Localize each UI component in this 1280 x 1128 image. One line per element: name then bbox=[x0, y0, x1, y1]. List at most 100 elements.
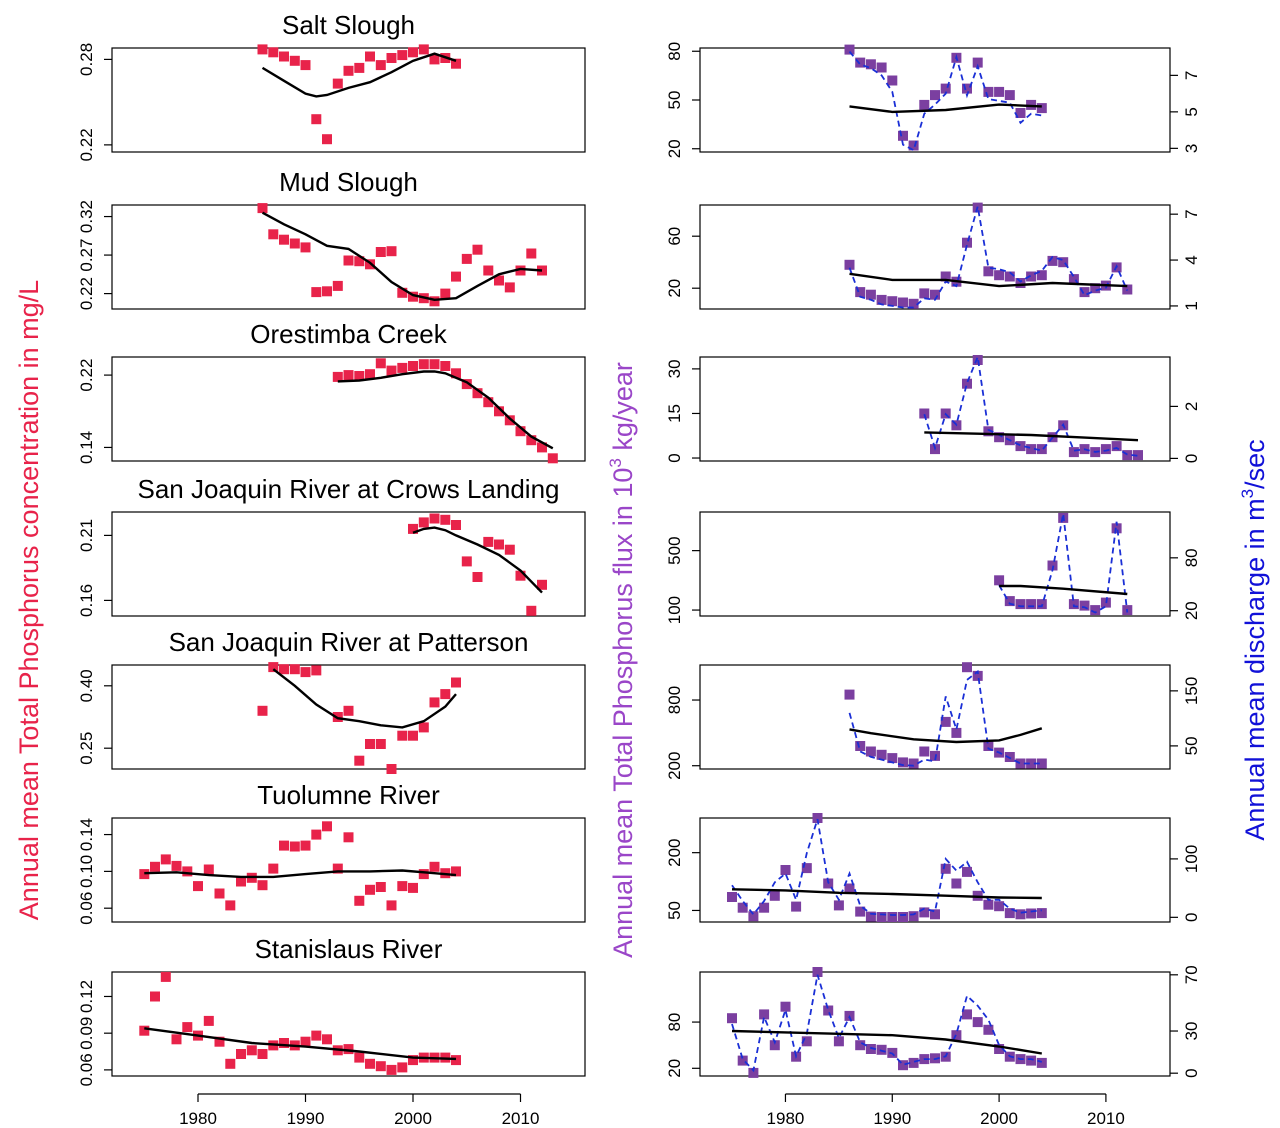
flux-point bbox=[1015, 278, 1026, 288]
concentration-point bbox=[386, 1064, 397, 1075]
flux-y-tick-label: 20 bbox=[665, 139, 684, 158]
concentration-point bbox=[203, 864, 214, 875]
concentration-point bbox=[268, 47, 279, 58]
flux-point bbox=[812, 967, 823, 977]
flux-point bbox=[1015, 599, 1026, 610]
concentration-point bbox=[365, 369, 375, 380]
flux-point bbox=[1015, 758, 1026, 769]
flux-point bbox=[919, 746, 930, 757]
panel-title: Orestimba Creek bbox=[250, 319, 447, 349]
flux-point bbox=[887, 753, 898, 764]
concentration-point bbox=[515, 570, 526, 581]
concentration-trend-line bbox=[144, 1027, 457, 1061]
flux-point bbox=[727, 1013, 737, 1024]
panel-title: Tuolumne River bbox=[257, 780, 440, 810]
y-tick-label: 0.27 bbox=[77, 239, 96, 272]
x-tick-label: 1980 bbox=[767, 1109, 805, 1128]
concentration-marks bbox=[257, 44, 461, 145]
discharge-trend-line bbox=[849, 272, 1128, 288]
concentration-panel-7: Stanislaus River 0.06 0.09 0.12 bbox=[77, 934, 586, 1086]
flux-point bbox=[780, 865, 791, 875]
concentration-point bbox=[472, 388, 483, 399]
concentration-point bbox=[322, 821, 332, 832]
flux-point bbox=[994, 86, 1005, 97]
flux-point bbox=[1047, 255, 1058, 266]
concentration-point bbox=[182, 866, 193, 877]
flux-point bbox=[994, 1044, 1005, 1054]
concentration-point bbox=[408, 291, 418, 302]
discharge-y-tick-label: 100 bbox=[1182, 845, 1201, 873]
flux-discharge-marks bbox=[844, 44, 1047, 152]
flux-point bbox=[983, 426, 994, 437]
concentration-point bbox=[343, 1044, 354, 1055]
flux-point bbox=[962, 83, 972, 94]
concentration-point bbox=[354, 62, 365, 73]
flux-point bbox=[1015, 108, 1026, 118]
discharge-y-tick-label: 150 bbox=[1182, 677, 1201, 705]
concentration-point bbox=[150, 861, 160, 872]
y-tick-label: 0.14 bbox=[77, 818, 96, 851]
flux-point bbox=[1079, 287, 1090, 298]
flux-point bbox=[876, 294, 887, 305]
concentration-point bbox=[365, 51, 375, 62]
concentration-point bbox=[451, 271, 461, 282]
concentration-point bbox=[375, 358, 386, 369]
discharge-y-tick-label: 20 bbox=[1182, 601, 1201, 620]
concentration-panel-4: San Joaquin River at Crows Landing 0.16 0.… bbox=[77, 474, 586, 617]
concentration-point bbox=[257, 44, 268, 55]
flux-point bbox=[801, 863, 812, 874]
y-tick-label: 0.25 bbox=[77, 732, 96, 765]
right-y-axis-label-sup: 3 bbox=[1238, 489, 1257, 498]
panel-title: Stanislaus River bbox=[255, 934, 443, 964]
flux-point bbox=[983, 899, 994, 910]
flux-y-tick-label: 800 bbox=[665, 686, 684, 714]
concentration-point bbox=[397, 362, 408, 373]
y-tick-label: 0.14 bbox=[77, 431, 96, 464]
flux-point bbox=[1100, 444, 1111, 455]
concentration-point bbox=[257, 1049, 268, 1059]
plot-frame bbox=[699, 356, 1171, 462]
concentration-point bbox=[397, 287, 408, 298]
concentration-point bbox=[440, 689, 451, 700]
concentration-point bbox=[311, 665, 322, 676]
concentration-marks bbox=[257, 203, 547, 307]
y-tick-label: 0.22 bbox=[77, 277, 96, 310]
flux-y-tick-label: 60 bbox=[665, 227, 684, 246]
concentration-panel-1: Salt Slough 0.22 0.28 bbox=[77, 10, 586, 161]
concentration-point bbox=[279, 840, 289, 851]
plot-frame bbox=[699, 204, 1171, 310]
concentration-point bbox=[397, 730, 408, 741]
y-tick-label: 0.06 bbox=[77, 892, 96, 925]
concentration-point bbox=[397, 1062, 408, 1073]
flux-point bbox=[1015, 441, 1026, 452]
flux-point bbox=[1090, 605, 1101, 616]
concentration-trend-line bbox=[337, 370, 554, 450]
concentration-point bbox=[537, 442, 547, 453]
concentration-point bbox=[300, 242, 311, 253]
concentration-point bbox=[354, 895, 365, 906]
concentration-point bbox=[311, 829, 322, 840]
concentration-point bbox=[483, 265, 494, 276]
plot-frame bbox=[111, 47, 586, 153]
concentration-point bbox=[332, 863, 343, 874]
flux-point bbox=[737, 1055, 748, 1066]
y-tick-label: 0.22 bbox=[77, 359, 96, 392]
flux-point bbox=[983, 1024, 994, 1035]
concentration-point bbox=[300, 667, 311, 678]
flux-discharge-marks bbox=[919, 353, 1143, 461]
flux-point bbox=[727, 892, 737, 902]
flux-point bbox=[940, 863, 951, 874]
flux-discharge-panels: 2050803572060147015300210050020802008005… bbox=[665, 42, 1201, 1078]
flux-point bbox=[898, 1060, 908, 1071]
flux-point bbox=[930, 909, 940, 920]
flux-y-tick-label: 0 bbox=[665, 453, 684, 462]
discharge-y-tick-label: 0 bbox=[1182, 913, 1201, 922]
concentration-point bbox=[408, 523, 418, 534]
concentration-point bbox=[311, 1030, 322, 1041]
flux-discharge-marks bbox=[727, 967, 1047, 1078]
concentration-point bbox=[322, 286, 332, 297]
flux-point bbox=[994, 575, 1005, 586]
concentration-point bbox=[268, 863, 279, 874]
concentration-point bbox=[537, 579, 547, 590]
